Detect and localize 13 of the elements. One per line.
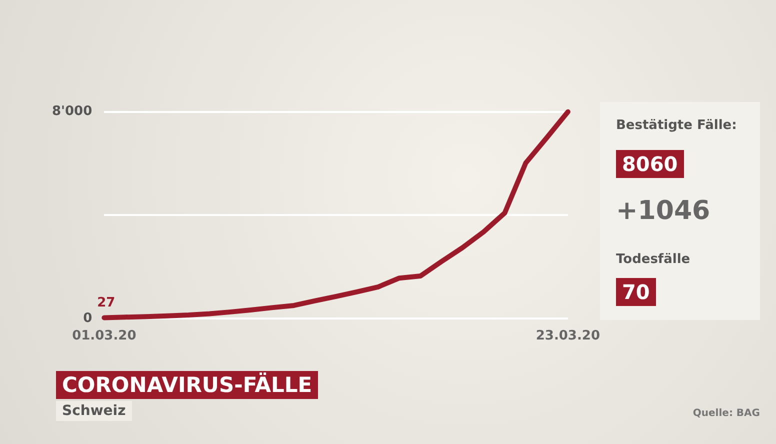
- y-tick-label: 0: [83, 310, 92, 326]
- text: Bestätigte Fälle:: [616, 118, 737, 133]
- text: Todesfälle: [616, 252, 690, 267]
- x-tick-label: 01.03.20: [72, 328, 136, 344]
- text: 8060: [616, 150, 684, 178]
- annotation: 27: [97, 296, 116, 311]
- x-tick-label: 23.03.20: [536, 328, 600, 344]
- text: +1046: [616, 196, 710, 226]
- text: 70: [616, 278, 656, 306]
- text: Schweiz: [56, 401, 132, 421]
- source-note: Quelle: BAG: [692, 408, 760, 419]
- y-tick-label: 8'000: [52, 104, 92, 120]
- text: CORONAVIRUS-FÄLLE: [56, 371, 318, 399]
